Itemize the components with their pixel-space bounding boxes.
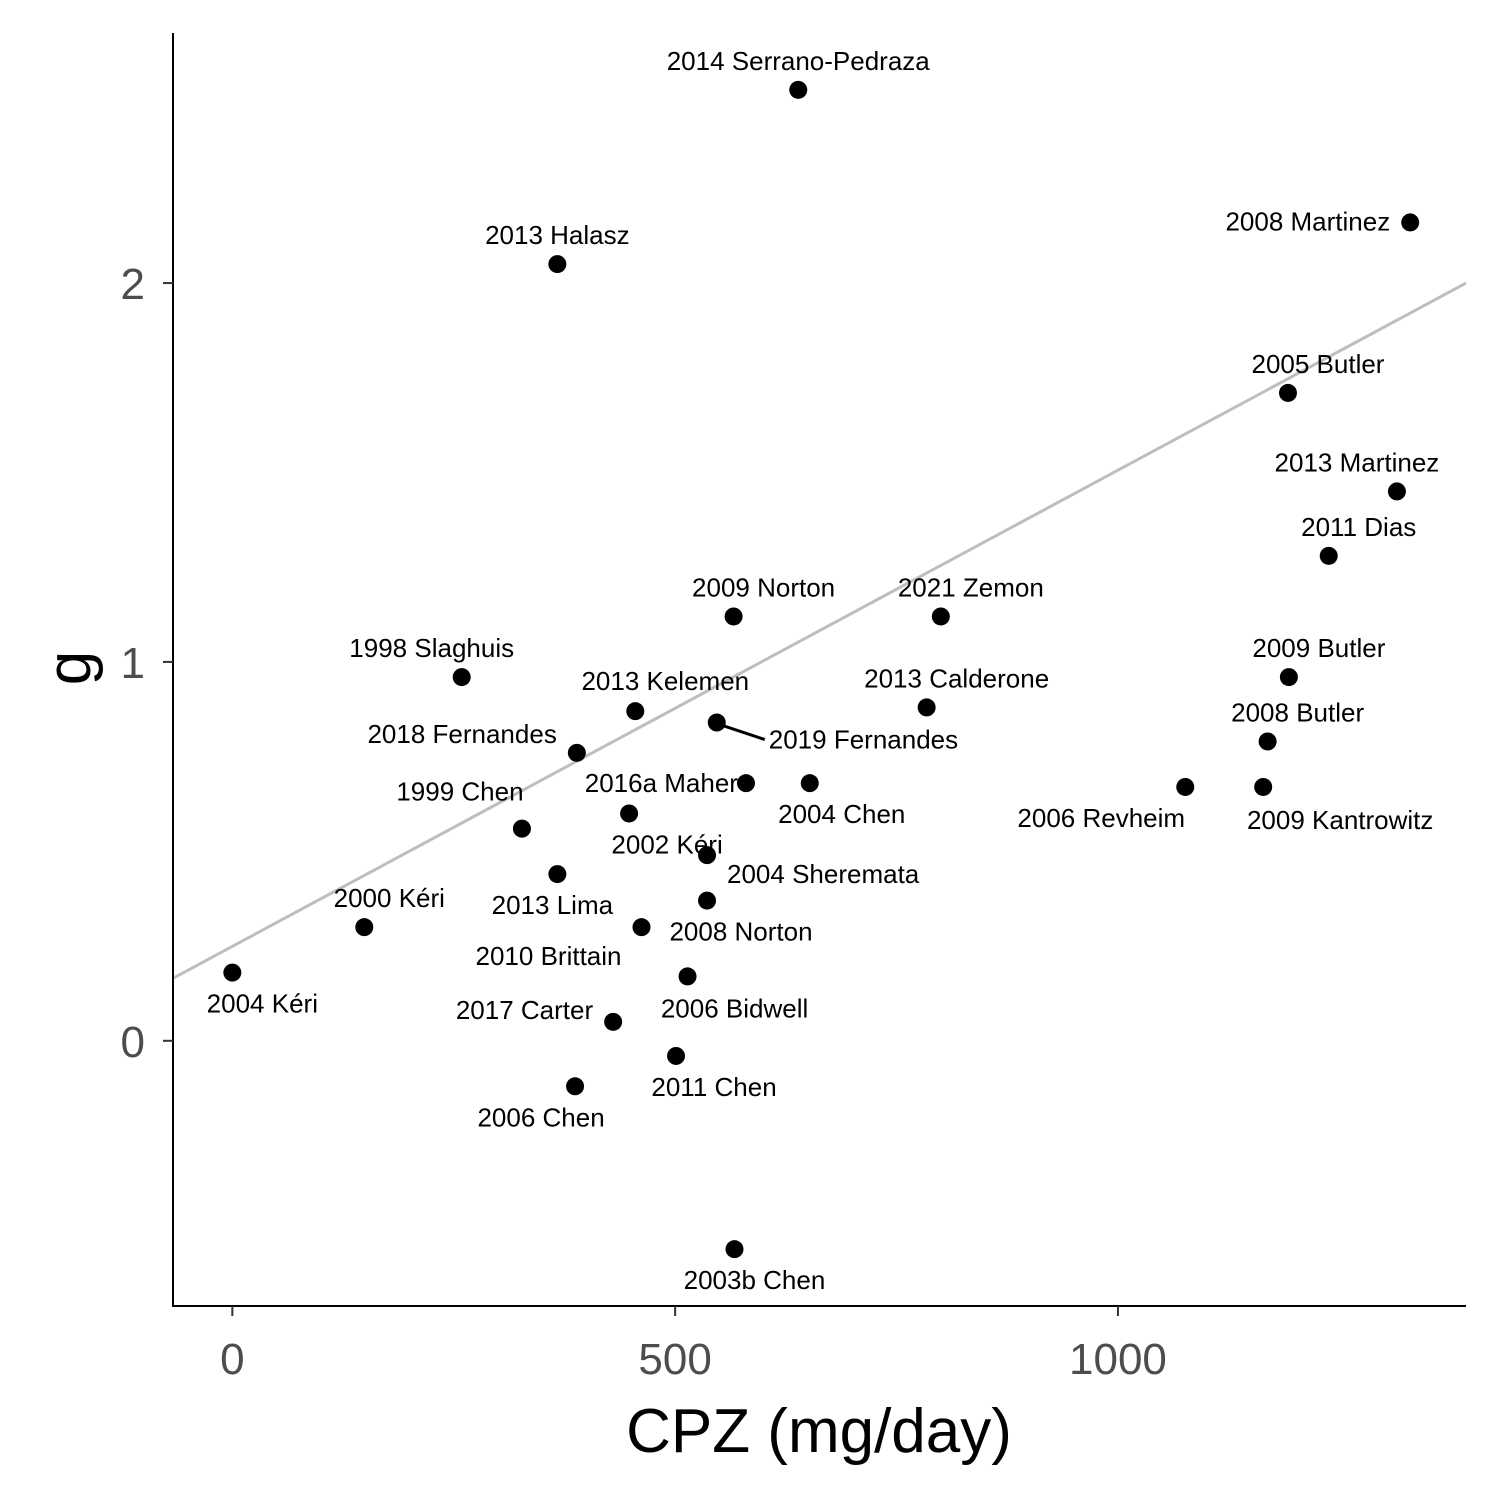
point-label: 2008 Butler	[1231, 697, 1364, 727]
data-point	[698, 891, 717, 910]
point-label: 2013 Halasz	[485, 220, 630, 250]
data-point	[698, 846, 717, 865]
data-point	[566, 1077, 585, 1096]
data-point	[1387, 482, 1406, 501]
point-label: 2004 Sheremata	[727, 859, 920, 889]
y-tick-label: 1	[121, 639, 145, 688]
point-label: 2017 Carter	[456, 995, 594, 1025]
point-label: 2019 Fernandes	[769, 725, 958, 755]
point-label: 2004 Kéri	[207, 989, 318, 1019]
point-label: 1999 Chen	[396, 777, 523, 807]
data-point	[789, 80, 808, 99]
point-label: 2009 Butler	[1252, 633, 1385, 663]
point-label: 2008 Norton	[669, 917, 812, 947]
data-point	[678, 967, 697, 986]
data-point	[725, 1240, 744, 1259]
data-point	[548, 865, 567, 884]
label-leader-line	[722, 724, 766, 741]
point-label: 1998 Slaghuis	[349, 633, 514, 663]
point-label: 2013 Martinez	[1275, 447, 1440, 477]
data-point	[223, 963, 242, 982]
data-point	[917, 698, 936, 717]
point-label: 2005 Butler	[1251, 349, 1384, 379]
point-label: 2002 Kéri	[611, 829, 722, 859]
point-label: 2021 Zemon	[898, 572, 1044, 602]
point-label: 2009 Norton	[692, 572, 835, 602]
x-tick-label: 1000	[1069, 1335, 1167, 1384]
data-point	[1401, 213, 1420, 232]
point-label: 2006 Revheim	[1017, 803, 1185, 833]
point-label: 2016a Maher	[585, 768, 739, 798]
data-point	[800, 774, 819, 793]
point-label: 2006 Bidwell	[661, 993, 808, 1023]
data-point	[548, 255, 567, 274]
point-label: 2008 Martinez	[1225, 206, 1390, 236]
y-tick-label: 2	[121, 260, 145, 309]
point-label: 2014 Serrano-Pedraza	[667, 46, 931, 76]
point-label: 2013 Kelemen	[581, 666, 749, 696]
point-label: 2009 Kantrowitz	[1247, 805, 1433, 835]
point-label: 2006 Chen	[477, 1102, 604, 1132]
data-point	[707, 713, 726, 732]
y-axis-title: g	[35, 651, 104, 685]
trend-line	[172, 281, 1467, 980]
point-label: 2011 Chen	[651, 1072, 776, 1102]
data-point	[1176, 777, 1195, 796]
data-point	[1319, 546, 1338, 565]
data-point	[724, 607, 743, 626]
data-point	[632, 918, 651, 937]
y-tick-label: 0	[121, 1018, 145, 1067]
data-point	[736, 774, 755, 793]
data-point	[620, 804, 639, 823]
data-point	[667, 1046, 686, 1065]
data-point	[1254, 777, 1273, 796]
x-tick-label: 0	[220, 1335, 244, 1384]
point-label: 2013 Lima	[492, 890, 614, 920]
point-label: 2011 Dias	[1301, 512, 1416, 542]
point-label: 2013 Calderone	[864, 663, 1049, 693]
point-label: 2004 Chen	[778, 799, 905, 829]
point-label: 2018 Fernandes	[367, 719, 556, 749]
data-point	[626, 702, 645, 721]
point-label: 2000 Kéri	[334, 883, 445, 913]
point-label: 2010 Brittain	[476, 941, 622, 971]
data-point	[931, 607, 950, 626]
x-axis-title: CPZ (mg/day)	[626, 1397, 1012, 1466]
x-tick-label: 500	[638, 1335, 711, 1384]
data-point	[512, 819, 531, 838]
data-point	[1278, 383, 1297, 402]
data-point	[452, 668, 471, 687]
point-label: 2003b Chen	[684, 1265, 826, 1295]
data-point	[567, 743, 586, 762]
data-point	[1279, 668, 1298, 687]
data-point	[355, 918, 374, 937]
data-point	[1258, 732, 1277, 751]
data-point	[604, 1012, 623, 1031]
